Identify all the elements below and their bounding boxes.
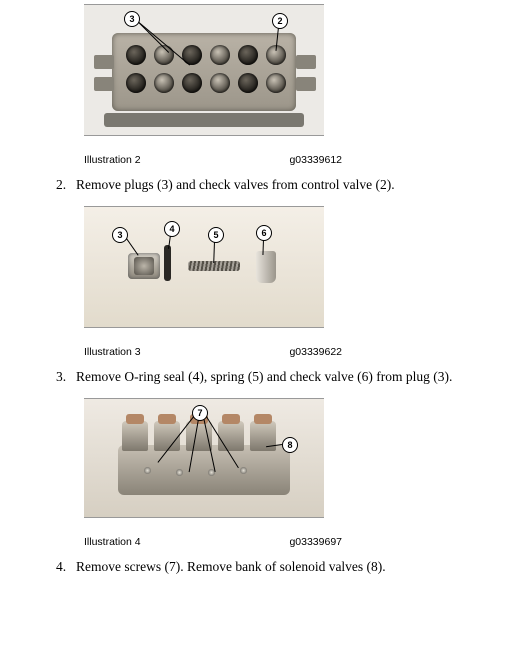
step-number: 4. <box>56 558 76 576</box>
caption-id: g03339697 <box>289 536 342 548</box>
step-2: 2. Remove plugs (3) and check valves fro… <box>56 176 490 194</box>
valve-base <box>104 113 304 127</box>
step-text: Remove screws (7). Remove bank of soleno… <box>76 558 490 576</box>
fitting <box>296 55 316 69</box>
fitting <box>94 55 114 69</box>
callout-3: 3 <box>112 227 128 243</box>
figure-4-block: 7 8 Illustration 4 g03339697 <box>84 398 424 548</box>
figure-3-block: 3 4 5 6 Illustration 3 g03339622 <box>84 206 424 358</box>
figure-3-photo: 3 4 5 6 <box>84 207 324 327</box>
fitting <box>296 77 316 91</box>
callout-5: 5 <box>208 227 224 243</box>
figure-3-caption: Illustration 3 g03339622 <box>84 346 342 358</box>
step-number: 3. <box>56 368 76 386</box>
port <box>126 73 146 93</box>
port <box>182 73 202 93</box>
caption-label: Illustration 3 <box>84 346 141 358</box>
plug-hex <box>134 257 154 275</box>
o-ring <box>164 245 171 281</box>
port <box>126 45 146 65</box>
caption-label: Illustration 2 <box>84 154 141 166</box>
callout-4: 4 <box>164 221 180 237</box>
figure-4-caption: Illustration 4 g03339697 <box>84 536 342 548</box>
figure-2-caption: Illustration 2 g03339612 <box>84 154 342 166</box>
caption-id: g03339612 <box>289 154 342 166</box>
figure-3-frame: 3 4 5 6 <box>84 206 324 328</box>
callout-2: 2 <box>272 13 288 29</box>
callout-3: 3 <box>124 11 140 27</box>
callout-8: 8 <box>282 437 298 453</box>
page: 3 2 Illustration 2 g03339612 2. Remove p… <box>0 0 510 609</box>
figure-2-photo: 3 2 <box>84 5 324 135</box>
leader-line <box>213 241 215 263</box>
caption-id: g03339622 <box>289 346 342 358</box>
port <box>266 73 286 93</box>
port <box>238 73 258 93</box>
step-3: 3. Remove O-ring seal (4), spring (5) an… <box>56 368 490 386</box>
figure-2-block: 3 2 Illustration 2 g03339612 <box>84 4 424 166</box>
step-text: Remove O-ring seal (4), spring (5) and c… <box>76 368 490 386</box>
step-number: 2. <box>56 176 76 194</box>
port <box>154 73 174 93</box>
port <box>210 45 230 65</box>
step-4: 4. Remove screws (7). Remove bank of sol… <box>56 558 490 576</box>
port <box>238 45 258 65</box>
step-text: Remove plugs (3) and check valves from c… <box>76 176 490 194</box>
solenoid <box>250 421 276 451</box>
caption-label: Illustration 4 <box>84 536 141 548</box>
figure-4-frame: 7 8 <box>84 398 324 518</box>
port <box>210 73 230 93</box>
solenoid <box>218 421 244 451</box>
figure-2-frame: 3 2 <box>84 4 324 136</box>
figure-4-photo: 7 8 <box>84 399 324 517</box>
callout-6: 6 <box>256 225 272 241</box>
solenoid <box>122 421 148 451</box>
fitting <box>94 77 114 91</box>
check-valve <box>256 251 276 283</box>
